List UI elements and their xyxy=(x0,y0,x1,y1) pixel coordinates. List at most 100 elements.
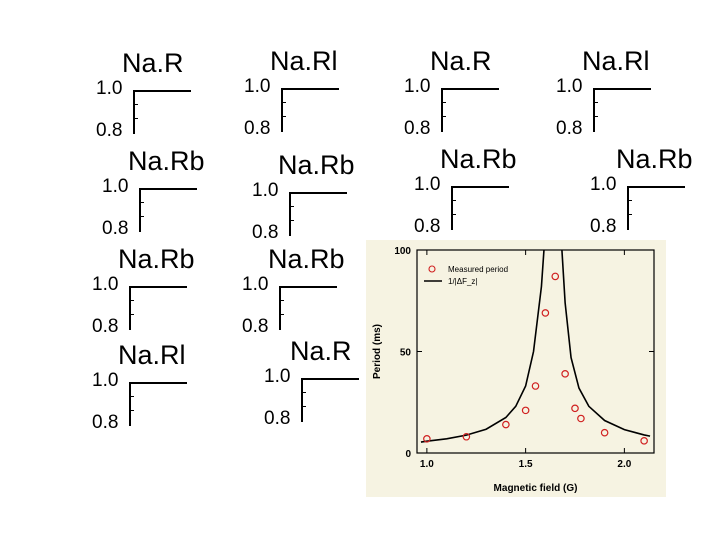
thumbnail-ytick-bottom: 0.8 xyxy=(244,118,271,136)
thumbnail-tile: Na.R 1.0 0.8 xyxy=(260,336,390,426)
thumbnail-tick xyxy=(451,214,456,215)
thumbnail-axis-left xyxy=(133,90,135,134)
thumbnail-ytick-top: 1.0 xyxy=(92,370,119,391)
thumbnail-tile: Na.Rb 1.0 0.8 xyxy=(248,150,378,240)
thumbnail-tick xyxy=(129,314,134,315)
thumbnail-tick xyxy=(593,102,598,103)
thumbnail-ytick-bottom: 0.8 xyxy=(556,118,583,136)
thumbnail-axis-top xyxy=(593,88,651,90)
thumbnail-tick xyxy=(451,200,456,201)
thumbnail-tick xyxy=(133,104,138,105)
thumbnail-axis-top xyxy=(441,88,499,90)
thumbnail-tick xyxy=(279,300,284,301)
measured-point xyxy=(577,414,585,423)
thumbnail-tile: Na.R 1.0 0.8 xyxy=(400,46,530,136)
thumbnail-title: Na.R xyxy=(290,336,352,366)
measured-point xyxy=(423,434,431,443)
thumbnail-title: Na.Rb xyxy=(128,146,205,176)
y-tick-label: 0 xyxy=(405,449,411,460)
thumbnail-tick xyxy=(133,118,138,119)
thumbnail-tick xyxy=(289,220,294,221)
thumbnail-tick xyxy=(441,102,446,103)
measured-point xyxy=(541,309,550,317)
thumbnail-tile: Na.Rb 1.0 0.8 xyxy=(410,144,540,234)
thumbnail-tick xyxy=(129,396,134,397)
thumbnail-ytick-bottom: 0.8 xyxy=(242,316,269,334)
thumbnail-axis-top xyxy=(129,286,187,288)
thumbnail-ytick-top: 1.0 xyxy=(404,76,431,97)
thumbnail-ytick-top: 1.0 xyxy=(252,180,279,201)
thumbnail-ytick-bottom: 0.8 xyxy=(590,216,617,234)
legend-marker-measured xyxy=(428,265,436,273)
thumbnail-axis-left xyxy=(129,382,131,426)
thumbnail-tick xyxy=(129,410,134,411)
thumbnail-title: Na.Rb xyxy=(118,244,195,274)
measured-point xyxy=(571,404,579,413)
thumbnail-ytick-top: 1.0 xyxy=(556,76,583,97)
thumbnail-tile: Na.Rl 1.0 0.8 xyxy=(552,46,682,136)
thumbnail-tick xyxy=(129,300,134,301)
measured-point xyxy=(600,428,609,437)
thumbnail-tile: Na.R 1.0 0.8 xyxy=(92,48,222,138)
thumbnail-axis-left xyxy=(593,88,595,132)
thumbnail-title: Na.R xyxy=(122,48,184,78)
thumbnail-axis-left xyxy=(129,286,131,330)
measured-point xyxy=(551,272,560,281)
measured-point xyxy=(462,432,471,441)
y-tick-label: 100 xyxy=(394,246,411,257)
thumbnail-axis-top xyxy=(129,382,187,384)
thumbnail-ytick-bottom: 0.8 xyxy=(102,218,129,236)
thumbnail-ytick-bottom: 0.8 xyxy=(92,316,119,334)
thumbnail-axis-top xyxy=(301,378,359,380)
thumbnail-axis-top xyxy=(279,286,337,288)
thumbnail-tile: Na.Rb 1.0 0.8 xyxy=(88,244,218,334)
thumbnail-ytick-bottom: 0.8 xyxy=(414,216,441,234)
thumbnail-tile: Na.Rb 1.0 0.8 xyxy=(98,146,228,236)
thumbnail-title: Na.Rb xyxy=(616,144,693,174)
x-tick-label: 2.0 xyxy=(617,459,631,470)
y-axis-label: Period (ms) xyxy=(372,324,383,379)
thumbnail-tick xyxy=(139,216,144,217)
fit-curve-line xyxy=(420,250,651,443)
thumbnail-tick xyxy=(281,102,286,103)
thumbnail-ytick-top: 1.0 xyxy=(92,274,119,295)
thumbnail-axis-left xyxy=(139,188,141,232)
thumbnail-ytick-top: 1.0 xyxy=(414,174,441,195)
y-tick-label: 50 xyxy=(400,348,412,359)
thumbnail-ytick-bottom: 0.8 xyxy=(264,408,291,426)
thumbnail-ytick-bottom: 0.8 xyxy=(252,222,279,240)
legend-label-fit: 1/|ΔF_z| xyxy=(448,277,478,286)
thumbnail-ytick-top: 1.0 xyxy=(242,274,269,295)
thumbnail-axis-top xyxy=(133,90,191,92)
thumbnail-tile: Na.Rl 1.0 0.8 xyxy=(240,46,370,136)
thumbnail-ytick-top: 1.0 xyxy=(244,76,271,97)
thumbnail-title: Na.Rb xyxy=(440,144,517,174)
thumbnail-axis-top xyxy=(281,88,339,90)
thumbnail-axis-left xyxy=(279,286,281,330)
thumbnail-axis-top xyxy=(139,188,197,190)
period-vs-field-chart: 1.0 1.5 2.0 0 50 100 Magnetic field (G) Period … xyxy=(366,240,666,497)
thumbnail-tile: Na.Rb 1.0 0.8 xyxy=(238,244,368,334)
thumbnail-tick xyxy=(139,202,144,203)
thumbnail-ytick-bottom: 0.8 xyxy=(92,412,119,430)
measured-point xyxy=(521,406,530,415)
legend-label-measured: Measured period xyxy=(448,265,508,274)
thumbnail-tick xyxy=(627,214,632,215)
thumbnail-tile: Na.Rl 1.0 0.8 xyxy=(88,340,218,430)
thumbnail-tile: Na.Rb 1.0 0.8 xyxy=(586,144,716,234)
x-axis-label: Magnetic field (G) xyxy=(494,483,578,494)
thumbnail-title: Na.Rl xyxy=(582,46,650,76)
thumbnail-axis-left xyxy=(451,186,453,230)
thumbnail-title: Na.R xyxy=(430,46,492,76)
thumbnail-axis-top xyxy=(627,186,685,188)
thumbnail-tick xyxy=(279,314,284,315)
thumbnail-axis-left xyxy=(441,88,443,132)
thumbnail-tick xyxy=(301,392,306,393)
thumbnail-title: Na.Rl xyxy=(270,46,338,76)
thumbnail-axis-left xyxy=(627,186,629,230)
chart-canvas: 1.0 1.5 2.0 0 50 100 Magnetic field (G) Period … xyxy=(372,246,655,494)
thumbnail-ytick-top: 1.0 xyxy=(102,176,129,197)
x-tick-label: 1.0 xyxy=(420,459,434,470)
thumbnail-tick xyxy=(593,116,598,117)
thumbnail-axis-left xyxy=(281,88,283,132)
